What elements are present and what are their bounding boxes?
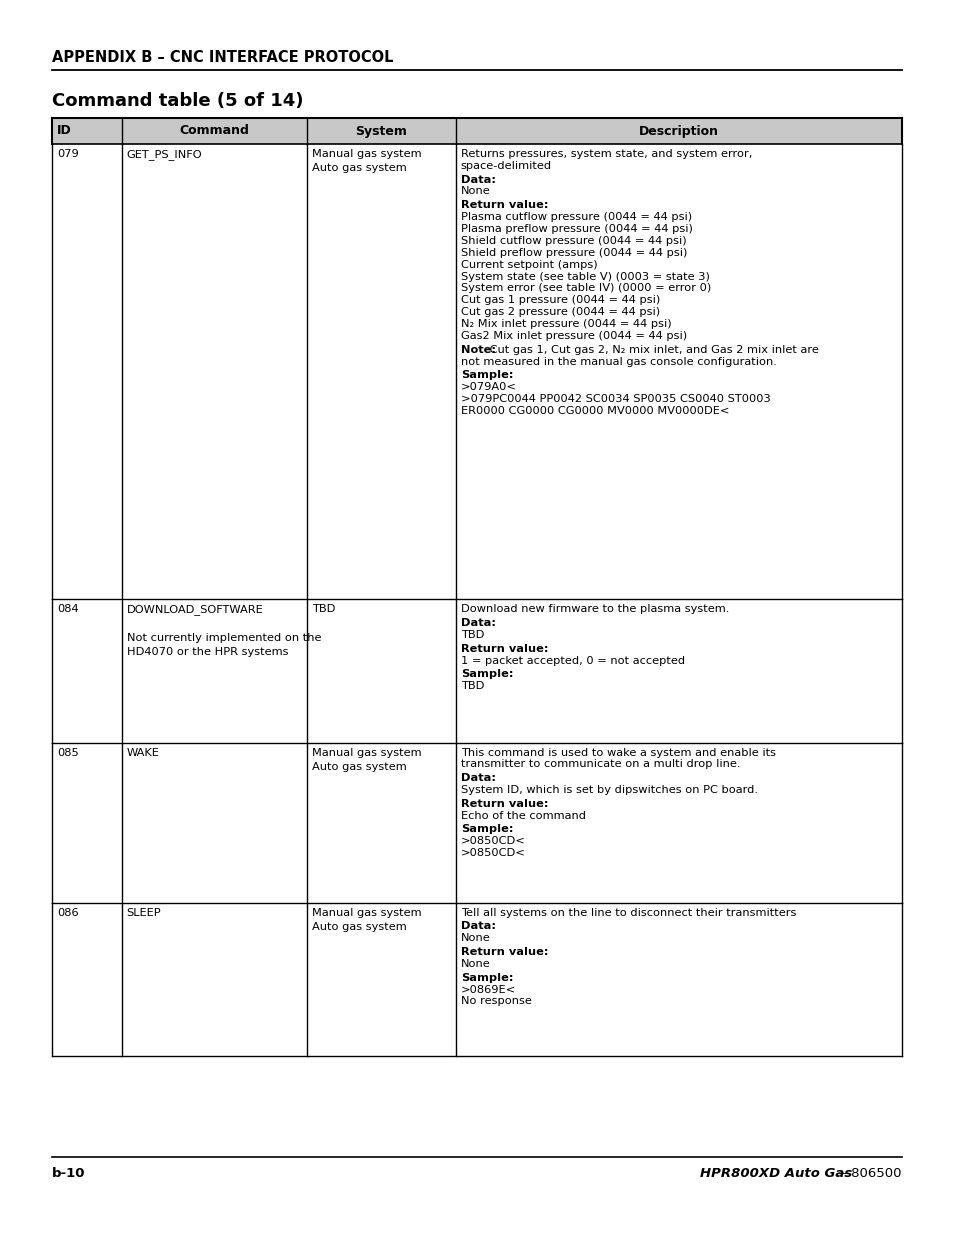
Text: Sample:: Sample: (460, 370, 513, 380)
Text: Cut gas 1 pressure (0044 = 44 psi): Cut gas 1 pressure (0044 = 44 psi) (460, 295, 659, 305)
Text: 079: 079 (57, 149, 79, 159)
Text: Sample:: Sample: (460, 669, 513, 679)
Text: Gas2 Mix inlet pressure (0044 = 44 psi): Gas2 Mix inlet pressure (0044 = 44 psi) (460, 331, 686, 341)
Text: ER0000 CG0000 CG0000 MV0000 MV0000DE<: ER0000 CG0000 CG0000 MV0000 MV0000DE< (460, 406, 728, 416)
Text: APPENDIX B – CNC INTERFACE PROTOCOL: APPENDIX B – CNC INTERFACE PROTOCOL (52, 49, 393, 65)
Text: DOWNLOAD_SOFTWARE

Not currently implemented on the
HD4070 or the HPR systems: DOWNLOAD_SOFTWARE Not currently implemen… (127, 604, 321, 657)
Text: System ID, which is set by dipswitches on PC board.: System ID, which is set by dipswitches o… (460, 785, 757, 795)
Text: Data:: Data: (460, 773, 496, 783)
Text: not measured in the manual gas console configuration.: not measured in the manual gas console c… (460, 357, 776, 367)
Text: Plasma preflow pressure (0044 = 44 psi): Plasma preflow pressure (0044 = 44 psi) (460, 224, 692, 233)
Text: System: System (355, 125, 407, 137)
Text: transmitter to communicate on a multi drop line.: transmitter to communicate on a multi dr… (460, 760, 740, 769)
Text: Return value:: Return value: (460, 643, 548, 653)
Text: Return value:: Return value: (460, 200, 548, 210)
Text: Plasma cutflow pressure (0044 = 44 psi): Plasma cutflow pressure (0044 = 44 psi) (460, 212, 691, 222)
Text: Returns pressures, system state, and system error,: Returns pressures, system state, and sys… (460, 149, 751, 159)
Text: This command is used to wake a system and enable its: This command is used to wake a system an… (460, 747, 775, 757)
Text: space-delimited: space-delimited (460, 161, 551, 170)
Text: Data:: Data: (460, 921, 496, 931)
Text: – 806500: – 806500 (836, 1167, 901, 1179)
Text: Cut gas 1, Cut gas 2, N₂ mix inlet, and Gas 2 mix inlet are: Cut gas 1, Cut gas 2, N₂ mix inlet, and … (486, 345, 819, 354)
Text: System state (see table V) (0003 = state 3): System state (see table V) (0003 = state… (460, 272, 709, 282)
Text: Data:: Data: (460, 619, 496, 629)
Text: 084: 084 (57, 604, 78, 615)
Text: Manual gas system
Auto gas system: Manual gas system Auto gas system (312, 747, 421, 772)
Text: HPR800XD Auto Gas: HPR800XD Auto Gas (700, 1167, 852, 1179)
Text: No response: No response (460, 997, 531, 1007)
Text: Sample:: Sample: (460, 824, 513, 835)
Text: Shield cutflow pressure (0044 = 44 psi): Shield cutflow pressure (0044 = 44 psi) (460, 236, 685, 246)
Text: >079A0<: >079A0< (460, 382, 517, 393)
Text: Download new firmware to the plasma system.: Download new firmware to the plasma syst… (460, 604, 728, 615)
Text: >0850CD<: >0850CD< (460, 836, 525, 846)
Text: N₂ Mix inlet pressure (0044 = 44 psi): N₂ Mix inlet pressure (0044 = 44 psi) (460, 319, 671, 329)
Text: TBD: TBD (312, 604, 335, 615)
Text: Data:: Data: (460, 174, 496, 184)
Bar (52, 119, 901, 144)
Text: Command: Command (179, 125, 249, 137)
Text: Return value:: Return value: (460, 799, 548, 809)
Text: b-10: b-10 (52, 1167, 86, 1179)
Text: Echo of the command: Echo of the command (460, 810, 585, 820)
Text: Manual gas system
Auto gas system: Manual gas system Auto gas system (312, 908, 421, 931)
Text: ID: ID (57, 125, 71, 137)
Text: Current setpoint (amps): Current setpoint (amps) (460, 259, 597, 269)
Text: None: None (460, 958, 490, 969)
Text: >0869E<: >0869E< (460, 984, 516, 994)
Text: Shield preflow pressure (0044 = 44 psi): Shield preflow pressure (0044 = 44 psi) (460, 248, 686, 258)
Text: System error (see table IV) (0000 = error 0): System error (see table IV) (0000 = erro… (460, 283, 710, 294)
Text: Note:: Note: (460, 345, 496, 354)
Text: TBD: TBD (460, 630, 483, 640)
Text: Cut gas 2 pressure (0044 = 44 psi): Cut gas 2 pressure (0044 = 44 psi) (460, 308, 659, 317)
Text: >0850CD<: >0850CD< (460, 848, 525, 858)
Text: >079PC0044 PP0042 SC0034 SP0035 CS0040 ST0003: >079PC0044 PP0042 SC0034 SP0035 CS0040 S… (460, 394, 770, 404)
Text: WAKE: WAKE (127, 747, 159, 757)
Text: 085: 085 (57, 747, 79, 757)
Text: Command table (5 of 14): Command table (5 of 14) (52, 91, 303, 110)
Text: TBD: TBD (460, 682, 483, 692)
Text: 086: 086 (57, 908, 78, 918)
Text: GET_PS_INFO: GET_PS_INFO (127, 149, 202, 159)
Text: SLEEP: SLEEP (127, 908, 161, 918)
Text: Tell all systems on the line to disconnect their transmitters: Tell all systems on the line to disconne… (460, 908, 796, 918)
Text: 1 = packet accepted, 0 = not accepted: 1 = packet accepted, 0 = not accepted (460, 656, 684, 666)
Text: None: None (460, 934, 490, 944)
Text: None: None (460, 186, 490, 196)
Text: Return value:: Return value: (460, 947, 548, 957)
Text: Sample:: Sample: (460, 973, 513, 983)
Text: Manual gas system
Auto gas system: Manual gas system Auto gas system (312, 149, 421, 173)
Text: Description: Description (639, 125, 719, 137)
